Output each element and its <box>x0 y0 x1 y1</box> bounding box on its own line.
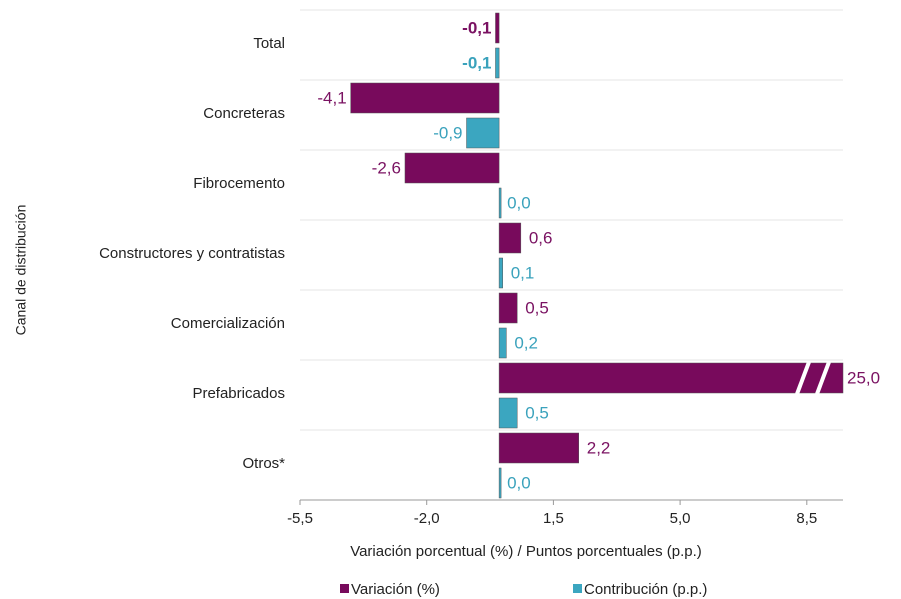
value-label: 0,2 <box>514 333 538 352</box>
x-tick-label: 1,5 <box>543 510 564 527</box>
value-label: -0,1 <box>462 53 491 72</box>
x-tick-label: 5,0 <box>670 510 691 527</box>
bar <box>350 82 500 114</box>
value-label: 2,2 <box>587 438 611 457</box>
bar <box>498 397 518 429</box>
x-axis-label: Variación porcentual (%) / Puntos porcen… <box>350 543 702 560</box>
category-label: Total <box>253 35 285 52</box>
category-label: Comercialización <box>171 315 285 332</box>
legend-swatch <box>340 584 349 593</box>
value-label: -0,1 <box>462 18 491 37</box>
break-mark <box>815 361 831 395</box>
bar <box>495 47 500 79</box>
bar <box>498 187 502 219</box>
bar <box>404 152 500 184</box>
value-label: -0,9 <box>433 123 462 142</box>
bar <box>495 12 500 44</box>
value-label: 0,6 <box>529 228 553 247</box>
bar <box>466 117 500 149</box>
legend-label: Contribución (p.p.) <box>584 581 707 598</box>
bar <box>498 467 502 499</box>
bar <box>498 292 518 324</box>
bar <box>498 257 503 289</box>
value-label: 0,0 <box>507 473 531 492</box>
legend-swatch <box>573 584 582 593</box>
value-label: -4,1 <box>317 88 346 107</box>
category-label: Prefabricados <box>192 385 285 402</box>
x-tick-label: -2,0 <box>414 510 440 527</box>
value-label: -2,6 <box>372 158 401 177</box>
break-mark <box>795 361 811 395</box>
category-label: Constructores y contratistas <box>99 245 285 262</box>
bar <box>498 327 507 359</box>
legend-label: Variación (%) <box>351 581 440 598</box>
value-label: 0,1 <box>511 263 535 282</box>
bar <box>498 222 522 254</box>
category-label: Concreteras <box>203 105 285 122</box>
bar <box>498 362 844 394</box>
value-label: 25,0 <box>847 368 880 387</box>
category-label: Otros* <box>242 455 285 472</box>
category-label: Fibrocemento <box>193 175 285 192</box>
x-tick-label: -5,5 <box>287 510 313 527</box>
bar <box>498 432 579 464</box>
value-label: 0,5 <box>525 298 549 317</box>
value-label: 0,5 <box>525 403 549 422</box>
x-tick-label: 8,5 <box>796 510 817 527</box>
y-axis-label: Canal de distribución <box>13 205 29 336</box>
value-label: 0,0 <box>507 193 531 212</box>
